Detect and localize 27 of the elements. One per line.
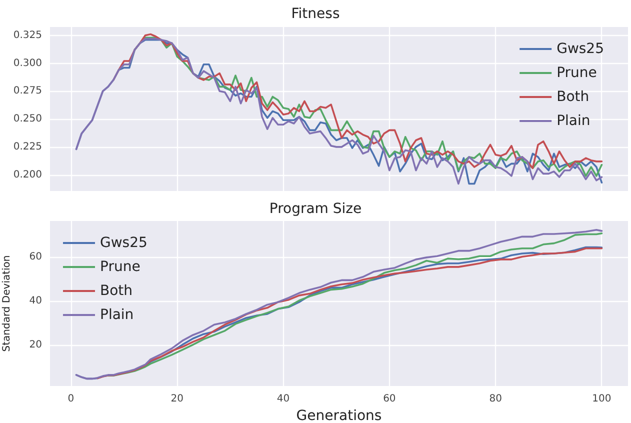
x-tick-label: 100 [592, 394, 612, 404]
y-tick-label: 0.250 [13, 114, 42, 125]
y-axis-title: Standard Deviation [2, 255, 12, 352]
y-tick-label: 60 [29, 251, 42, 262]
legend-label: Plain [556, 113, 590, 129]
x-tick-label: 0 [68, 394, 74, 404]
y-tick-label: 0.325 [13, 30, 42, 41]
legend-label: Both [100, 283, 133, 299]
legend-label: Plain [100, 307, 134, 323]
legend-label: Both [556, 89, 590, 105]
legend-label: Prune [556, 65, 597, 81]
legend-label: Prune [100, 259, 140, 275]
y-tick-label: 0.275 [13, 86, 42, 97]
chart-title: Program Size [269, 201, 362, 217]
x-tick-label: 80 [489, 394, 502, 404]
x-tick-label: 20 [170, 394, 184, 404]
chart-title: Fitness [291, 6, 340, 22]
y-tick-label: 40 [29, 295, 42, 306]
y-tick-label: 0.200 [13, 169, 42, 180]
y-tick-label: 0.225 [13, 141, 42, 152]
y-tick-label: 20 [29, 340, 42, 351]
x-axis-title: Generations [296, 408, 382, 423]
legend-label: Gws25 [556, 41, 604, 57]
x-tick-label: 60 [383, 394, 396, 404]
x-tick-label: 40 [276, 394, 290, 404]
legend-label: Gws25 [100, 235, 148, 251]
y-tick-label: 0.300 [13, 58, 42, 69]
